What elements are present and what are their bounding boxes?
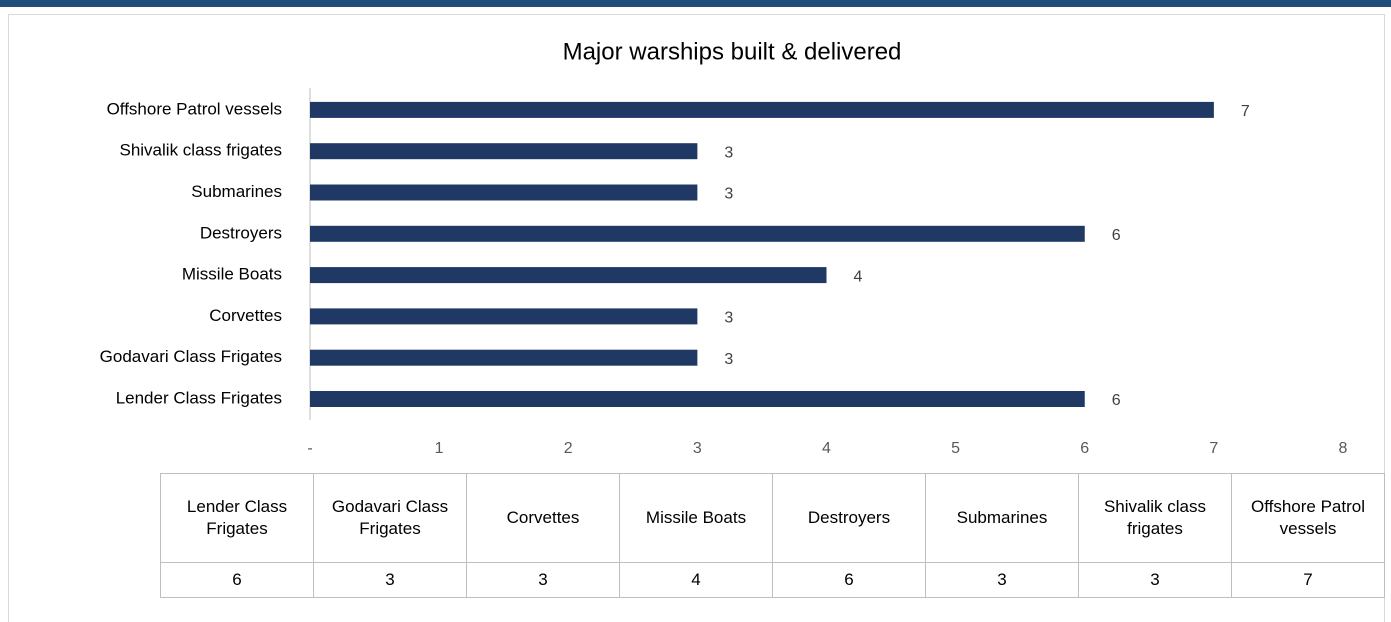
x-tick-label: 4 <box>822 440 831 457</box>
table-value: 6 <box>772 562 926 598</box>
top-bar <box>0 0 1391 7</box>
x-tick-label: 3 <box>693 440 702 457</box>
data-label: 4 <box>854 268 863 285</box>
y-tick-label: Missile Boats <box>182 265 282 284</box>
table-value: 3 <box>925 562 1079 598</box>
y-tick-label: Submarines <box>191 182 282 201</box>
x-tick-label: 6 <box>1080 440 1089 457</box>
table-category: Lender Class Frigates <box>160 473 314 563</box>
x-tick-label: 5 <box>951 440 960 457</box>
chart-frame <box>8 14 1385 622</box>
table-value: 3 <box>466 562 620 598</box>
table-value: 6 <box>160 562 314 598</box>
table-value: 3 <box>313 562 467 598</box>
data-label: 3 <box>724 351 733 368</box>
x-tick-label: 1 <box>435 440 444 457</box>
table-category: Shivalik class frigates <box>1078 473 1232 563</box>
data-label: 6 <box>1112 392 1121 409</box>
x-tick-label: 7 <box>1209 440 1218 457</box>
bar <box>310 391 1085 407</box>
bar <box>310 143 698 160</box>
table-category: Destroyers <box>772 473 926 563</box>
data-label: 3 <box>724 310 733 327</box>
table-category: Missile Boats <box>619 473 773 563</box>
y-tick-label: Corvettes <box>209 306 282 325</box>
y-tick-label: Destroyers <box>200 223 282 242</box>
data-label: 3 <box>724 144 733 161</box>
bar <box>310 225 1085 242</box>
bar <box>310 184 698 201</box>
table-category: Submarines <box>925 473 1079 563</box>
y-tick-label: Shivalik class frigates <box>119 141 282 160</box>
x-tick-label: 8 <box>1339 440 1348 457</box>
y-tick-label: Godavari Class Frigates <box>100 347 282 366</box>
table-header-row: Lender Class Frigates Godavari Class Frig… <box>160 473 1385 563</box>
bar <box>310 349 698 366</box>
table-value: 3 <box>1078 562 1232 598</box>
data-label: 7 <box>1241 103 1250 120</box>
bar <box>310 101 1214 118</box>
chart-title: Major warships built & delivered <box>563 38 902 65</box>
x-tick-label: 2 <box>564 440 573 457</box>
table-value: 4 <box>619 562 773 598</box>
x-tick-label: - <box>307 440 312 457</box>
bar <box>310 308 698 325</box>
data-label: 6 <box>1112 227 1121 244</box>
table-category: Corvettes <box>466 473 620 563</box>
table-category: Offshore Patrol vessels <box>1231 473 1385 563</box>
data-label: 3 <box>724 186 733 203</box>
table-category: Godavari Class Frigates <box>313 473 467 563</box>
y-tick-label: Offshore Patrol vessels <box>107 99 282 118</box>
data-table: Lender Class Frigates Godavari Class Frig… <box>160 473 1385 598</box>
table-value: 7 <box>1231 562 1385 598</box>
y-tick-label: Lender Class Frigates <box>116 388 282 407</box>
bar <box>310 267 827 284</box>
